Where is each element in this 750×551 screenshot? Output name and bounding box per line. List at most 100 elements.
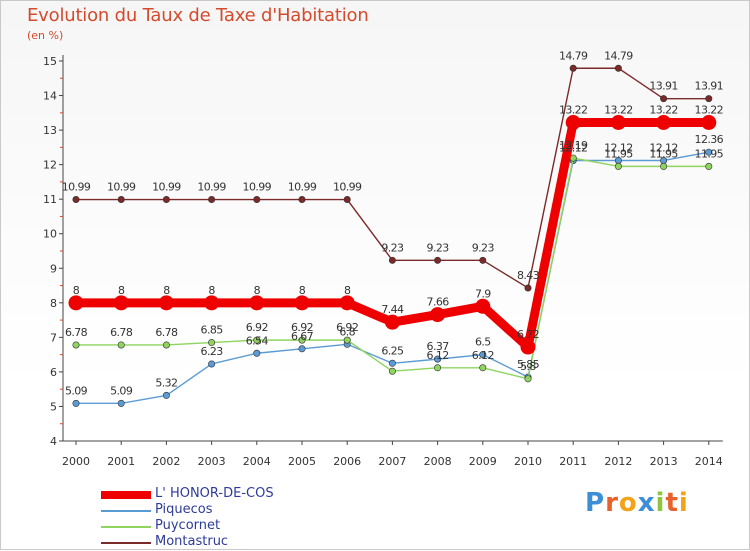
data-label: 5.09 [65, 384, 88, 397]
x-tick-label: 2011 [559, 455, 587, 468]
data-point [343, 196, 351, 204]
legend-swatch [101, 542, 151, 544]
data-label: 5.32 [155, 376, 177, 389]
data-point [204, 295, 220, 311]
legend-item: Puycornet [101, 518, 361, 535]
data-point [660, 95, 668, 103]
data-label: 6.54 [246, 334, 269, 347]
data-label: 6.12 [427, 349, 449, 362]
data-point [298, 345, 306, 353]
data-label: 6.37 [427, 340, 450, 353]
data-label: 7.9 [475, 287, 491, 300]
data-point [660, 162, 668, 170]
data-label: 10.99 [197, 181, 226, 194]
data-point [524, 284, 532, 292]
y-tick-label: 6 [50, 366, 57, 379]
legend-label: Puycornet [155, 518, 221, 533]
data-label: 11.95 [604, 147, 633, 160]
data-point [434, 355, 442, 363]
data-point [208, 196, 216, 204]
data-label: 6.92 [246, 321, 268, 334]
logo-letter: i [678, 488, 689, 518]
data-point [253, 196, 261, 204]
data-point [158, 295, 174, 311]
data-label: 8 [163, 284, 170, 297]
data-label: 10.99 [243, 181, 272, 194]
y-tick-label: 15 [43, 55, 57, 68]
data-label: 8 [208, 284, 215, 297]
chart-title: Evolution du Taux de Taxe d'Habitation [27, 5, 369, 26]
data-point [614, 64, 622, 72]
data-label: 11.95 [649, 147, 678, 160]
x-tick-label: 2006 [333, 455, 361, 468]
data-point [479, 256, 487, 264]
legend-item: Montastruc [101, 534, 361, 551]
data-label: 10.99 [288, 181, 317, 194]
data-point [656, 114, 672, 130]
data-label: 7.44 [381, 303, 404, 316]
data-label: 14.79 [604, 49, 633, 62]
x-tick-label: 2002 [152, 455, 180, 468]
data-point [430, 307, 446, 323]
data-label: 12.12 [649, 141, 678, 154]
data-label: 5.85 [517, 358, 540, 371]
data-point [117, 399, 125, 407]
data-point [343, 336, 351, 344]
y-tick-label: 14 [43, 90, 57, 103]
logo-letter: r [605, 488, 619, 518]
data-point [162, 391, 170, 399]
data-label: 11.95 [695, 147, 724, 160]
data-point [388, 256, 396, 264]
data-point [339, 295, 355, 311]
data-label: 6.92 [336, 321, 358, 334]
data-label: 13.22 [559, 103, 588, 116]
x-tick-label: 2000 [62, 455, 90, 468]
data-point [208, 360, 216, 368]
y-tick-label: 9 [50, 262, 57, 275]
data-label: 12.12 [604, 141, 633, 154]
data-point [434, 364, 442, 372]
data-point [388, 359, 396, 367]
data-point [253, 349, 261, 357]
y-tick-label: 7 [50, 331, 57, 344]
data-label: 8 [344, 284, 351, 297]
data-label: 6.25 [381, 344, 404, 357]
data-label: 10.99 [107, 181, 136, 194]
data-label: 8.43 [517, 269, 540, 282]
data-point [298, 336, 306, 344]
data-point [162, 341, 170, 349]
data-point [524, 375, 532, 383]
logo-letter: P [585, 488, 606, 518]
logo-letter: i [655, 488, 666, 518]
data-point [705, 95, 713, 103]
legend-item: Piquecos [101, 502, 361, 519]
data-point [117, 341, 125, 349]
x-tick-label: 2014 [695, 455, 723, 468]
x-tick-label: 2009 [469, 455, 497, 468]
data-label: 13.22 [604, 103, 633, 116]
proxiti-logo: Proxiti [585, 488, 689, 518]
data-point [705, 162, 713, 170]
data-point [113, 295, 129, 311]
y-tick-label: 5 [50, 400, 57, 413]
data-label: 8 [254, 284, 261, 297]
x-tick-label: 2005 [288, 455, 316, 468]
data-point [208, 339, 216, 347]
x-tick-label: 2008 [424, 455, 452, 468]
data-label: 12.19 [559, 139, 588, 152]
data-label: 5.09 [110, 384, 133, 397]
data-label: 10.99 [152, 181, 181, 194]
chart-legend: L' HONOR-DE-COS Piquecos Puycornet Montastr… [101, 486, 361, 551]
x-tick-label: 2004 [243, 455, 271, 468]
data-point [434, 256, 442, 264]
data-point [705, 148, 713, 156]
data-label: 6.12 [472, 349, 494, 362]
data-point [388, 367, 396, 375]
data-label: 10.99 [333, 181, 362, 194]
legend-swatch [101, 491, 151, 499]
data-point [162, 196, 170, 204]
x-tick-label: 2010 [514, 455, 542, 468]
x-tick-label: 2013 [650, 455, 678, 468]
